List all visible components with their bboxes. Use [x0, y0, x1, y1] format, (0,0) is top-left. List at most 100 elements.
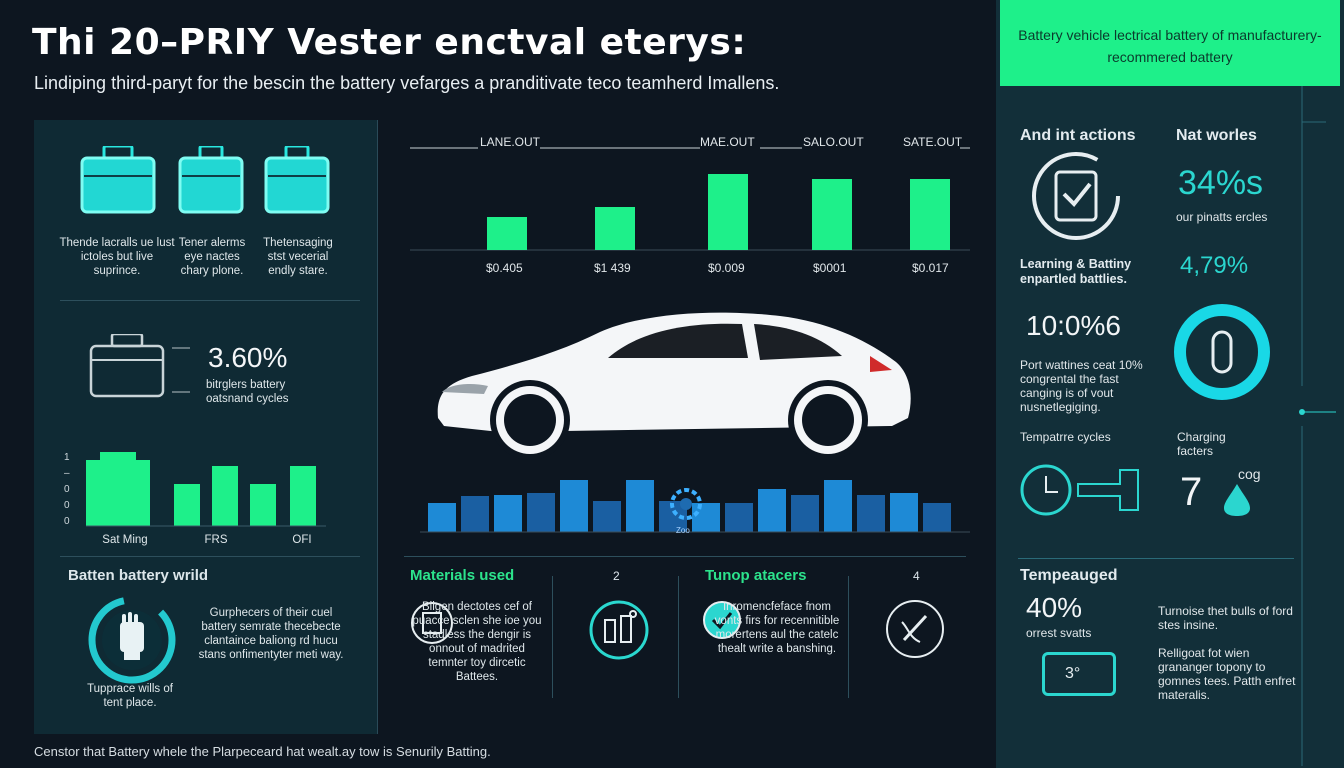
bar — [174, 484, 200, 526]
glove-icon — [88, 596, 176, 684]
tuno-title: Tunop atacers — [705, 567, 807, 584]
cost-bar-chart — [410, 147, 970, 251]
battery-icon — [80, 146, 156, 214]
strip-bar — [890, 493, 918, 532]
divider — [60, 556, 360, 557]
footer-text: Censtor that Battery whele the Plarpecea… — [34, 744, 491, 759]
strip-bar — [923, 503, 951, 532]
divider — [404, 556, 966, 557]
big-percent-label: our pinatts ercles — [1176, 210, 1268, 224]
battery-icon — [264, 146, 330, 214]
strip-bar — [461, 496, 489, 532]
section-caption: Tupprace wills of tent place. — [87, 683, 173, 709]
strip-bar — [626, 480, 654, 532]
strip-bar — [824, 480, 852, 532]
strip-bar — [725, 503, 753, 532]
charge-label: Charging facters — [1177, 430, 1226, 458]
right-text-3: Relligoat fot wien grananger topony to g… — [1158, 646, 1296, 702]
divider — [678, 576, 679, 698]
battery-outline-icon — [89, 334, 165, 398]
strip-badge: Zoo — [676, 526, 690, 535]
percent-value: 10:0%6 — [1026, 310, 1121, 341]
section-title: Batten battery wrild — [68, 567, 209, 584]
clock-connector-icon — [1020, 464, 1139, 516]
chart-value: $0.405 — [486, 261, 523, 275]
battery-ring-icon — [1174, 304, 1270, 400]
seven-value: 7 — [1180, 470, 1203, 514]
chart-label: MAE.OUT — [700, 135, 755, 149]
battery-icon — [178, 146, 244, 214]
stat-value: 3.60% — [208, 342, 288, 373]
strip-bar — [593, 501, 621, 532]
icon-caption: Thetensaging stst vecerial endly stare. — [263, 237, 333, 277]
stat-label: bitrglers battery oatsnand cycles — [206, 379, 289, 405]
tuno-number: 4 — [913, 569, 920, 583]
percent-value: 4,79% — [1180, 252, 1249, 279]
bar — [290, 466, 316, 526]
bar-label: Sat Ming — [102, 534, 148, 546]
left-bar-chart — [86, 452, 326, 527]
right-heading-3: Learning & Battiny enpartled battlies. — [1020, 257, 1132, 286]
right-banner: Battery vehicle lectrical battery of man… — [1000, 0, 1340, 86]
right-text-2: Turnoise thet bulls of ford stes insine. — [1158, 604, 1293, 632]
section-text: Gurphecers of their cuel battery semrate… — [198, 607, 344, 661]
tool-icon — [886, 600, 944, 658]
battery-check-icon — [1032, 152, 1120, 240]
bar-label: OFI — [292, 534, 312, 546]
check-circle-icon — [703, 601, 741, 639]
bar — [487, 217, 527, 250]
circuit-lines — [1299, 86, 1336, 766]
bar — [86, 460, 150, 526]
strip-bar — [692, 503, 720, 532]
bar — [708, 174, 748, 250]
bar — [250, 484, 276, 526]
strip-bar — [560, 480, 588, 532]
chart-label: LANE.OUT — [480, 135, 541, 149]
battery-cap — [100, 452, 136, 460]
right-heading-1: And int actions — [1020, 127, 1136, 144]
tuno-text: Inromencfeface fnom vonts firs for recen… — [714, 601, 840, 655]
right-heading-4: Tempeauged — [1020, 567, 1118, 584]
droplet-icon — [1224, 484, 1250, 516]
chart-label: SATE.OUT — [903, 135, 963, 149]
strip-bar — [494, 495, 522, 532]
document-icon — [411, 602, 453, 644]
bar-axis: 1 – 0 0 0 — [64, 452, 70, 527]
strip-bar — [527, 493, 555, 532]
bar-label: FRS — [204, 534, 228, 546]
bar — [212, 466, 238, 526]
bar — [910, 179, 950, 250]
chart-value: $0.009 — [708, 261, 745, 275]
divider — [552, 576, 553, 698]
icon-caption: Thende lacralls ue lust ictoles but live… — [59, 237, 175, 277]
materials-text: Bilgen dectotes cef of puacce sclen she … — [412, 601, 542, 683]
page-title: Thi 20–PRIY Vester enctval eterys: — [32, 22, 747, 63]
chart-label: SALO.OUT — [803, 135, 864, 149]
big-percent: 34%s — [1178, 164, 1264, 202]
cog-label: cog — [1238, 466, 1261, 482]
percent-value: 40% — [1026, 592, 1083, 623]
right-heading-2: Nat worles — [1176, 127, 1257, 144]
materials-number: 2 — [613, 569, 620, 583]
divider — [1018, 558, 1294, 559]
strip-bar — [791, 495, 819, 532]
chart-value: $1 439 — [594, 261, 631, 275]
bar — [812, 179, 852, 250]
icon-caption: Tener alerms eye nactes chary plone. — [178, 237, 246, 277]
chart-value: $0.017 — [912, 261, 949, 275]
divider — [848, 576, 849, 698]
strip-bar — [857, 495, 885, 532]
strip-bar — [758, 489, 786, 532]
right-description: Port wattines ceat 10% congrental the fa… — [1020, 358, 1143, 414]
materials-title: Materials used — [410, 567, 515, 584]
battery-cells-icon — [589, 600, 649, 660]
page-subtitle: Lindiping third-paryt for the bescin the… — [34, 73, 780, 93]
car-illustration — [437, 312, 911, 460]
right-panel — [996, 0, 1344, 768]
bar — [595, 207, 635, 250]
divider — [60, 300, 360, 301]
strip-bar — [428, 503, 456, 532]
blue-bar-strip — [420, 480, 970, 533]
percent-caption: orrest svatts — [1026, 626, 1092, 640]
temp-label: Tempatrre cycles — [1020, 430, 1111, 444]
